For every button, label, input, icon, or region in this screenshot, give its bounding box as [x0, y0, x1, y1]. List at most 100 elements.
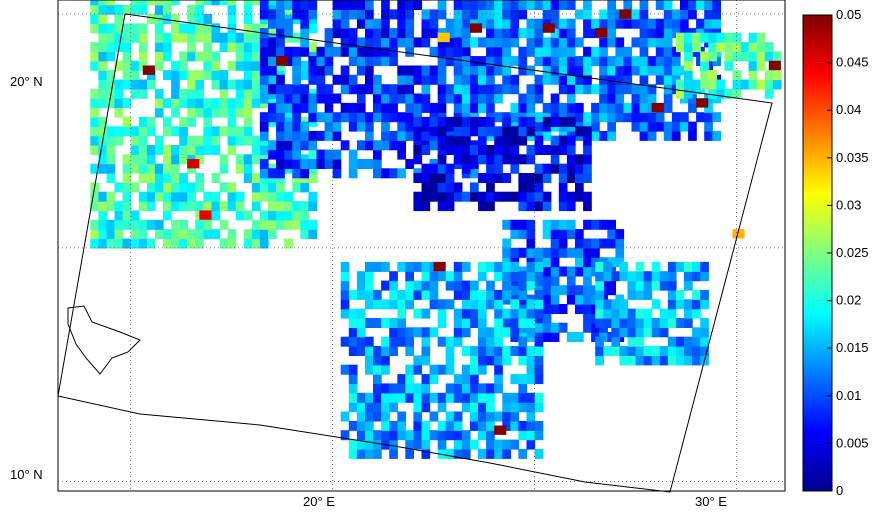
swath-boundary: [57, 13, 773, 493]
data-cell: [90, 135, 99, 146]
colorbar-tick-label: 0.05: [836, 7, 861, 22]
data-cell: [276, 219, 285, 230]
data-cell: [611, 336, 620, 347]
data-cell: [421, 191, 431, 202]
data-cell: [268, 18, 277, 29]
data-cell: [470, 411, 479, 422]
data-cell: [154, 145, 164, 155]
data-cell: [639, 46, 649, 57]
data-cell: [671, 65, 681, 76]
data-cell: [195, 98, 204, 109]
data-cell: [518, 448, 528, 459]
data-cell: [114, 32, 124, 43]
data-cell: [651, 271, 661, 282]
data-cell: [486, 145, 495, 155]
data-cell: [130, 182, 140, 193]
data-cell: [138, 191, 148, 202]
data-cell: [494, 411, 503, 422]
data-cell: [171, 107, 180, 118]
data-cell: [575, 332, 584, 342]
data-cell: [623, 0, 633, 10]
data-cell: [154, 0, 164, 6]
data-cell: [542, 313, 552, 324]
data-cell: [502, 154, 511, 165]
data-cell: [381, 420, 390, 431]
data-cell: [365, 84, 374, 95]
data-cell: [348, 149, 358, 160]
data-cell: [292, 130, 301, 141]
data-cell: [397, 168, 406, 179]
data-cell: [106, 145, 116, 155]
data-cell: [429, 191, 439, 202]
data-cell: [243, 126, 253, 137]
data-cell: [619, 318, 629, 328]
data-cell: [268, 46, 277, 57]
data-cell: [146, 191, 156, 202]
data-cell: [575, 173, 584, 183]
data-cell: [365, 289, 374, 300]
data-cell: [453, 28, 463, 39]
data-cell: [583, 294, 592, 305]
data-cell: [647, 37, 657, 48]
data-cell: [276, 201, 285, 212]
data-cell: [122, 32, 132, 43]
data-cell: [397, 121, 406, 132]
data-cell: [235, 210, 245, 221]
data-cell: [187, 107, 196, 118]
data-cell: [276, 28, 285, 39]
data-cell: [494, 299, 503, 310]
data-cell: [659, 280, 669, 291]
data-cell: [268, 102, 277, 113]
data-cell: [675, 355, 685, 366]
data-cell: [611, 299, 620, 310]
data-cell: [187, 238, 196, 249]
data-cell: [195, 70, 204, 81]
data-cell: [138, 116, 148, 127]
data-cell: [566, 294, 576, 305]
data-cell: [659, 327, 669, 338]
data-cell: [518, 271, 528, 282]
data-cell: [316, 130, 326, 141]
data-cell: [130, 70, 140, 81]
data-cell: [510, 28, 520, 39]
data-cell: [381, 392, 390, 403]
data-cell: [607, 229, 616, 240]
data-cell: [534, 247, 544, 258]
data-cell: [619, 355, 629, 366]
data-cell: [659, 346, 669, 356]
data-cell: [680, 9, 689, 20]
data-cell: [413, 116, 423, 127]
data-cell: [607, 0, 616, 10]
data-cell: [413, 392, 423, 403]
data-cell: [308, 159, 318, 169]
data-cell: [550, 332, 560, 342]
data-cell: [179, 182, 188, 193]
data-cell: [308, 102, 318, 113]
data-cell: [453, 145, 463, 155]
data-cell: [122, 60, 132, 71]
data-cell: [510, 84, 520, 95]
data-cell: [284, 210, 293, 221]
data-cell: [154, 42, 164, 53]
data-cell: [575, 163, 584, 174]
data-cell: [542, 173, 552, 183]
data-cell: [486, 37, 495, 48]
data-cell: [243, 14, 253, 24]
data-cell: [203, 219, 213, 230]
data-cell: [470, 191, 479, 202]
data-cell: [195, 229, 204, 240]
data-cell: [437, 154, 447, 165]
data-cell: [268, 140, 277, 151]
data-cell: [405, 430, 414, 441]
data-cell: [611, 271, 620, 282]
data-cell: [453, 280, 463, 291]
data-cell: [284, 238, 293, 249]
data-cell: [437, 336, 447, 347]
data-cell: [171, 23, 180, 34]
data-cell: [470, 65, 479, 76]
data-cell: [332, 9, 342, 20]
data-cell: [138, 4, 148, 15]
data-cell: [365, 411, 374, 422]
data-cell: [421, 145, 431, 155]
data-cell: [688, 121, 697, 132]
